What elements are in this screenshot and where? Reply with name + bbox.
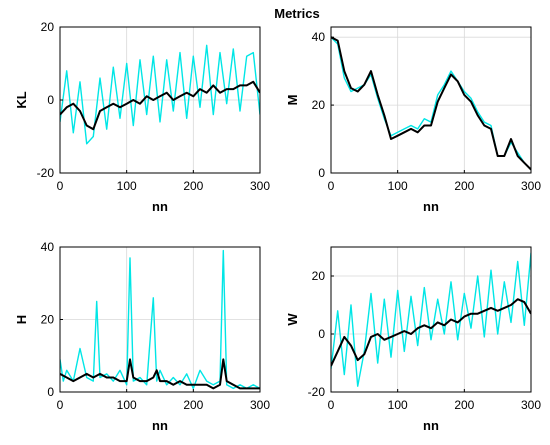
y-tick-label: 40 <box>41 240 55 254</box>
x-tick-label: 0 <box>328 179 335 193</box>
x-tick-label: 200 <box>454 398 474 412</box>
y-tick-label: 0 <box>318 327 325 341</box>
x-tick-label: 100 <box>388 179 408 193</box>
y-tick-label: 20 <box>312 269 326 283</box>
x-tick-label: 100 <box>388 398 408 412</box>
x-axis-label: nn <box>152 418 168 433</box>
raw-series-line <box>331 252 531 387</box>
x-tick-label: 200 <box>454 179 474 193</box>
x-tick-label: 300 <box>250 398 270 412</box>
smoothed-series-line <box>60 80 260 131</box>
axes-frame <box>330 246 532 393</box>
x-tick-label: 0 <box>328 398 335 412</box>
x-tick-label: 0 <box>57 398 64 412</box>
raw-series-line <box>60 44 260 145</box>
x-tick-label: 200 <box>183 398 203 412</box>
x-tick-label: 100 <box>117 179 137 193</box>
x-tick-label: 300 <box>250 179 270 193</box>
x-axis-label: nn <box>423 199 439 214</box>
y-axis-label: H <box>14 315 29 324</box>
axes-frame <box>330 26 532 174</box>
y-tick-label: 20 <box>312 98 326 112</box>
smoothed-series-line <box>331 298 531 367</box>
y-axis-label: M <box>285 95 300 106</box>
figure-title: Metrics <box>274 6 320 21</box>
smoothed-series-line <box>60 358 260 390</box>
y-tick-label: 0 <box>318 166 325 180</box>
raw-series-line <box>60 249 260 390</box>
y-tick-label: -20 <box>308 385 326 399</box>
x-tick-label: 0 <box>57 179 64 193</box>
x-tick-label: 300 <box>521 179 541 193</box>
y-tick-label: 0 <box>47 93 54 107</box>
x-tick-label: 100 <box>117 398 137 412</box>
panel-h: 0 100 200 300 0 20 40 nn H <box>14 240 270 433</box>
smoothed-series-line <box>331 36 531 171</box>
x-tick-label: 300 <box>521 398 541 412</box>
y-tick-label: 20 <box>41 20 55 34</box>
x-axis-label: nn <box>423 418 439 433</box>
y-tick-label: 20 <box>41 313 55 327</box>
y-axis-label: W <box>285 313 300 326</box>
x-axis-label: nn <box>152 199 168 214</box>
y-tick-label: 0 <box>47 385 54 399</box>
y-tick-label: -20 <box>37 166 55 180</box>
y-tick-label: 40 <box>312 30 326 44</box>
panel-m: 0 100 200 300 0 20 40 nn M <box>285 26 541 214</box>
y-axis-label: KL <box>14 91 29 108</box>
raw-series-line <box>331 36 531 171</box>
x-tick-label: 200 <box>183 179 203 193</box>
